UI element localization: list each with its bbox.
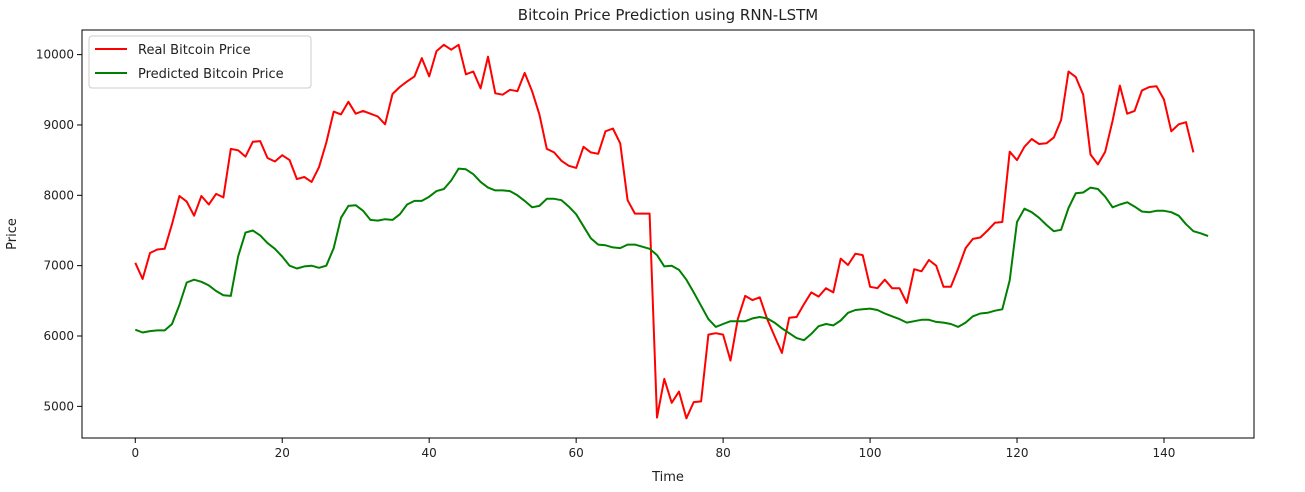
x-axis-label: Time — [651, 470, 684, 485]
x-tick-label: 20 — [275, 446, 290, 460]
series-lines — [134, 43, 1209, 420]
legend-box — [88, 35, 312, 89]
y-tick-label: 9000 — [43, 118, 74, 132]
x-tick-label: 140 — [1153, 446, 1176, 460]
y-tick-label: 5000 — [43, 399, 74, 413]
x-tick-label: 100 — [859, 446, 882, 460]
legend-label-real: Real Bitcoin Price — [138, 43, 251, 58]
x-tick-label: 40 — [422, 446, 437, 460]
y-axis-label: Price — [5, 218, 20, 250]
axes — [81, 29, 1255, 439]
y-tick-label: 10000 — [36, 48, 74, 62]
y-axis-ticks: 5000 6000 7000 8000 9000 10000 — [36, 48, 82, 413]
y-tick-label: 7000 — [43, 259, 74, 273]
legend-label-predicted: Predicted Bitcoin Price — [138, 67, 284, 82]
x-tick-label: 80 — [715, 446, 730, 460]
series-line-real — [134, 43, 1195, 420]
x-tick-label: 60 — [569, 446, 584, 460]
plot-frame — [81, 29, 1255, 439]
x-tick-label: 120 — [1006, 446, 1029, 460]
legend: Real Bitcoin Price Predicted Bitcoin Pri… — [88, 35, 312, 89]
y-tick-label: 8000 — [43, 188, 74, 202]
x-axis-ticks: 0 20 40 60 80 100 120 140 — [131, 438, 1175, 460]
x-tick-label: 0 — [131, 446, 139, 460]
series-line-predicted — [134, 167, 1209, 342]
y-tick-label: 6000 — [43, 329, 74, 343]
chart-title: Bitcoin Price Prediction using RNN-LSTM — [518, 6, 818, 24]
